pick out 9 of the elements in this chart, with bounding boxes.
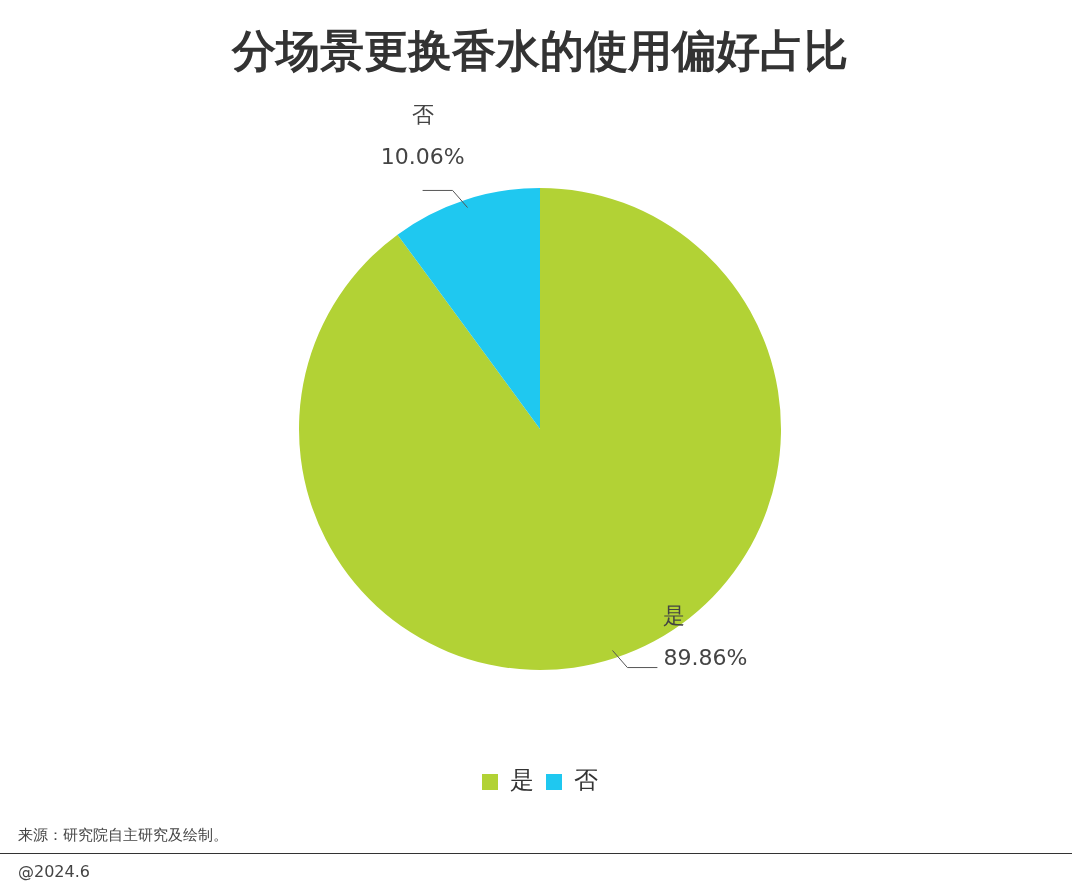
chart-title: 分场景更换香水的使用偏好占比: [230, 24, 849, 78]
legend-label: 是: [510, 766, 534, 795]
text: @2024.6: [18, 862, 90, 881]
slice-label: 否: [411, 102, 434, 128]
data-label: 89.86%: [663, 645, 748, 671]
slice-label: 是: [663, 603, 686, 629]
legend-label: 否: [574, 766, 598, 795]
data-label: 10.06%: [380, 144, 465, 170]
source-note: 来源：研究院自主研究及绘制。: [18, 826, 228, 845]
